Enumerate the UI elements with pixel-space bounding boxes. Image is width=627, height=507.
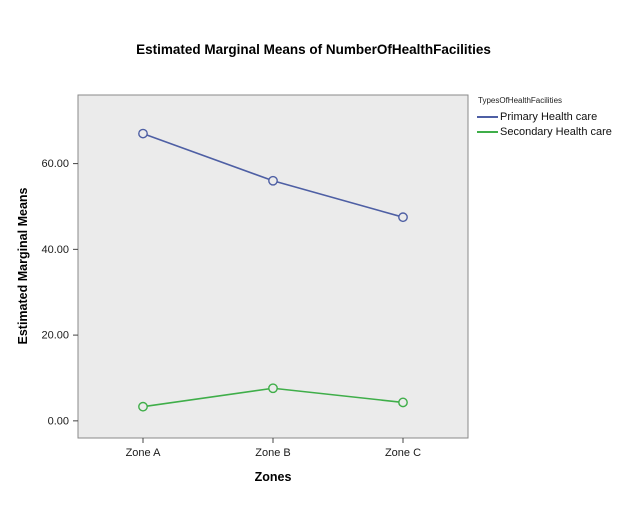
- plot-layer: 0.00 20.00 40.00 60.00 Zone A Zone B Zone C: [41, 94, 469, 459]
- legend: TypesOfHealthFacilities Primary Health c…: [477, 96, 625, 139]
- x-tick-label: Zone A: [126, 447, 162, 459]
- legend-entries: Primary Health care Secondary Health care: [477, 109, 625, 139]
- x-tick-label: Zone C: [385, 447, 421, 459]
- x-axis-title: Zones: [255, 470, 292, 484]
- data-point-marker: [398, 212, 408, 223]
- data-point-marker: [398, 397, 408, 408]
- legend-line-swatch-icon: [477, 130, 498, 133]
- data-point-marker: [268, 175, 278, 186]
- data-point-marker: [138, 128, 148, 139]
- legend-line-swatch-icon: [477, 115, 498, 118]
- y-axis-title: Estimated Marginal Means: [16, 187, 30, 344]
- plot-area: [77, 94, 469, 439]
- y-tick-label: 20.00: [41, 330, 69, 342]
- legend-entry-label: Secondary Health care: [500, 125, 612, 138]
- legend-entry: Primary Health care: [477, 109, 625, 124]
- data-point-marker: [268, 383, 278, 394]
- legend-entry: Secondary Health care: [477, 124, 625, 139]
- legend-title: TypesOfHealthFacilities: [478, 96, 563, 105]
- x-tick-label: Zone B: [255, 447, 290, 459]
- y-tick-label: 40.00: [41, 244, 69, 256]
- y-tick-label: 0.00: [48, 415, 69, 427]
- chart-title: Estimated Marginal Means of NumberOfHeal…: [136, 42, 491, 57]
- legend-entry-label: Primary Health care: [500, 110, 598, 123]
- data-point-marker: [138, 401, 148, 412]
- y-tick-label: 60.00: [41, 158, 69, 170]
